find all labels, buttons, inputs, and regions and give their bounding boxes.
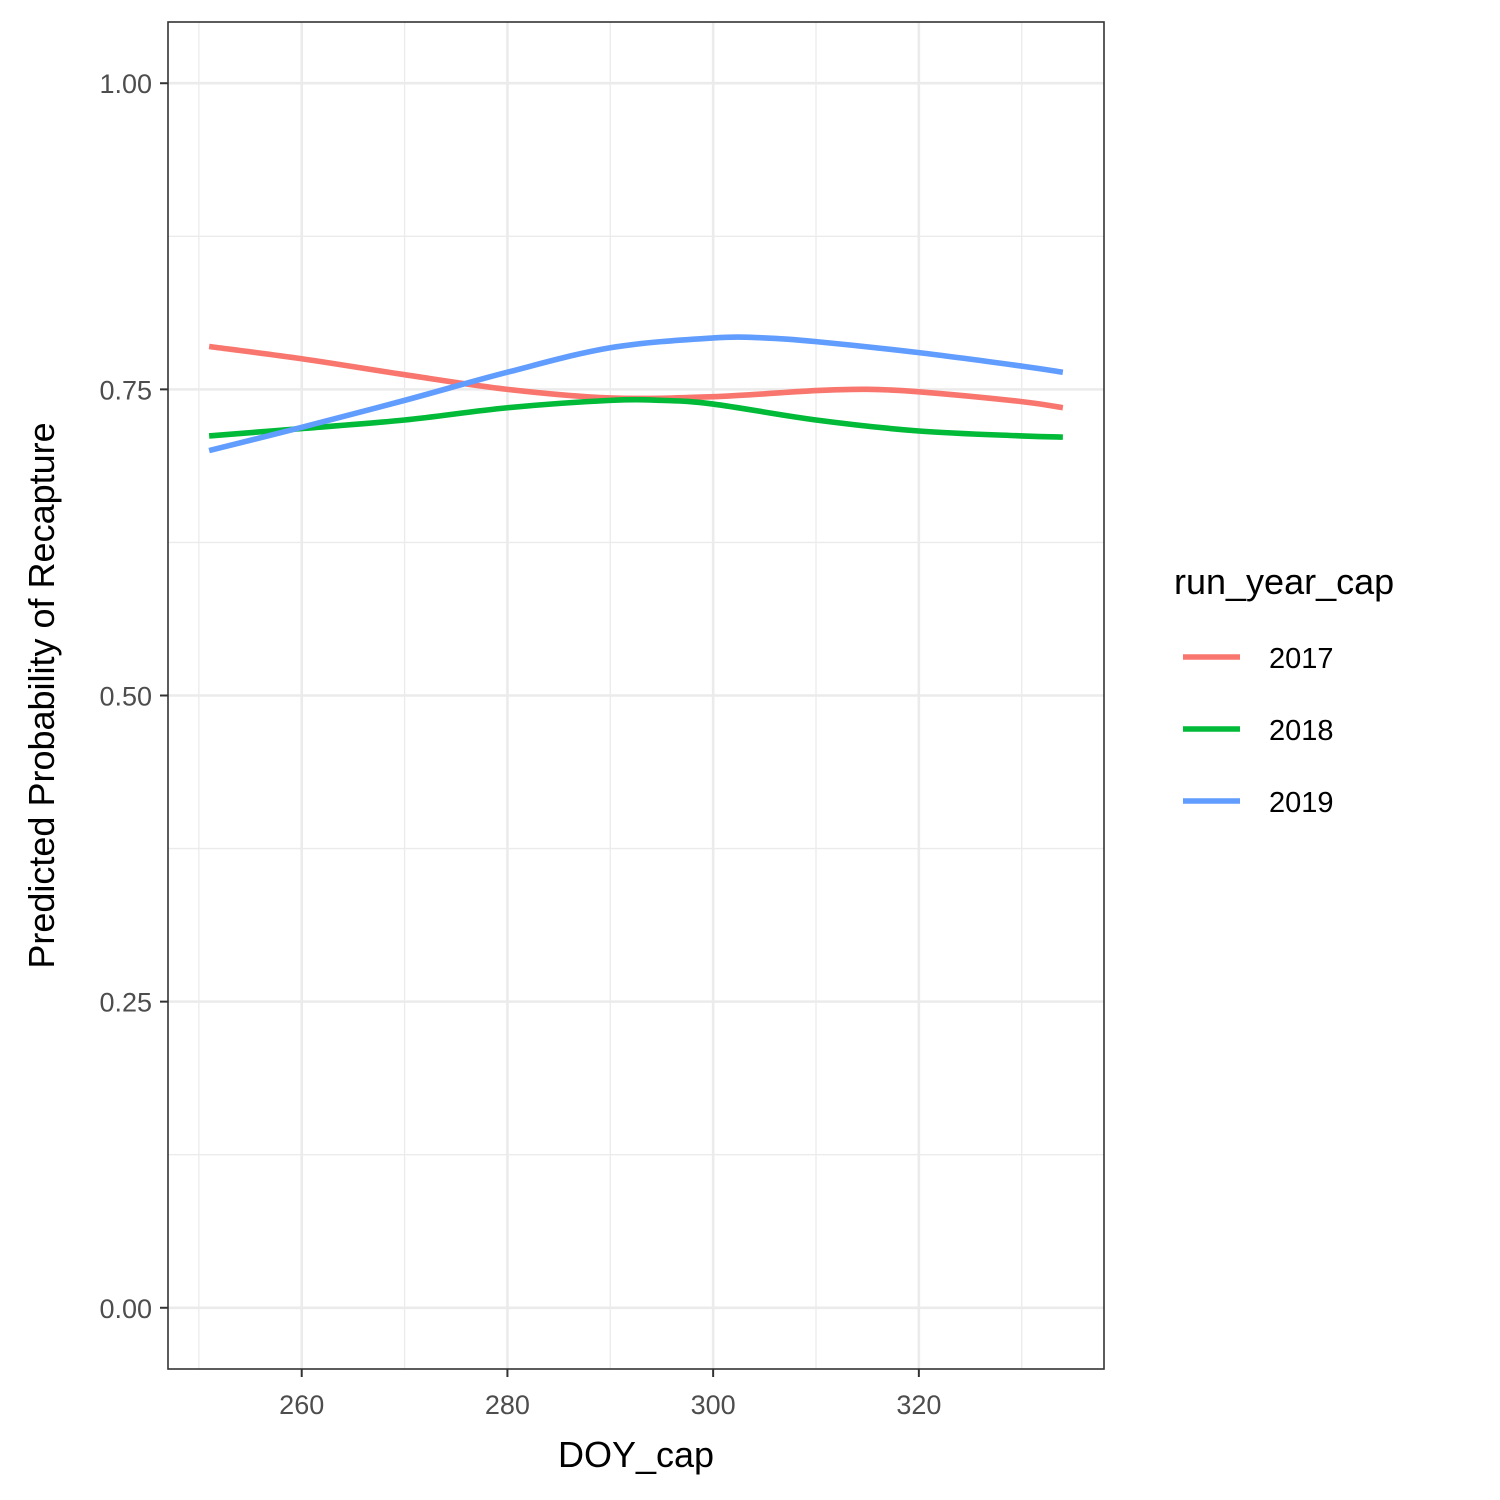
x-axis-title: DOY_cap: [558, 1434, 714, 1475]
legend-label-2019: 2019: [1269, 787, 1334, 819]
y-tick-label: 0.00: [99, 1294, 152, 1324]
x-tick-label: 300: [691, 1390, 736, 1420]
series-line-2017: [208, 343, 1064, 411]
y-tick-label: 0.75: [99, 375, 152, 405]
x-tick-label: 320: [896, 1390, 941, 1420]
y-axis: 0.00 0.25 0.50 0.75 1.00: [99, 69, 168, 1324]
series-line-2018: [208, 396, 1063, 440]
x-tick-label: 280: [485, 1390, 530, 1420]
x-axis: 260 280 300 320: [279, 1369, 941, 1420]
series-line-2019: [208, 334, 1064, 454]
y-tick-label: 0.25: [99, 988, 152, 1018]
x-tick-label: 260: [279, 1390, 324, 1420]
y-axis-title: Predicted Probability of Recapture: [21, 422, 62, 968]
legend: run_year_cap 2017 2018 2019: [1174, 561, 1394, 819]
y-tick-label: 0.50: [99, 682, 152, 712]
legend-label-2017: 2017: [1269, 643, 1334, 675]
series-lines: [208, 334, 1064, 454]
major-gridlines: [168, 22, 1104, 1369]
legend-title: run_year_cap: [1174, 561, 1394, 602]
y-tick-label: 1.00: [99, 69, 152, 99]
legend-label-2018: 2018: [1269, 715, 1334, 747]
